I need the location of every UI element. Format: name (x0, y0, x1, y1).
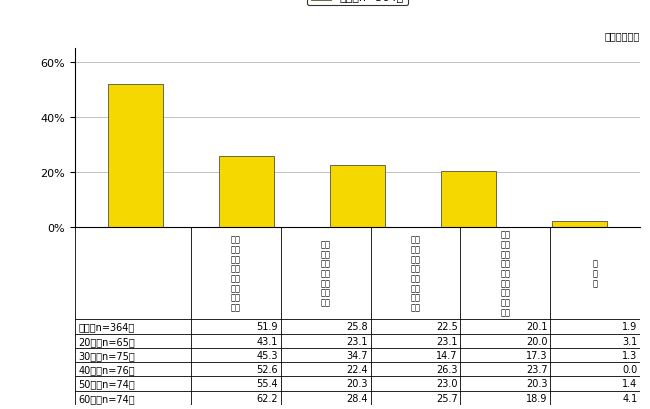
Text: 23.1: 23.1 (346, 336, 368, 346)
Text: 43.1: 43.1 (256, 336, 278, 346)
Text: 1.4: 1.4 (622, 379, 638, 389)
Text: 問こ
題の
で商
あ品
る特
　有
　の: 問こ 題の で商 あ品 る特 有 の (320, 240, 331, 307)
Text: 0.0: 0.0 (622, 364, 638, 374)
Text: 26.3: 26.3 (436, 364, 458, 374)
Text: 45.3: 45.3 (256, 350, 278, 360)
Text: 20代（n=65）: 20代（n=65） (78, 336, 135, 346)
Text: 3.1: 3.1 (622, 336, 638, 346)
Text: 20.3: 20.3 (346, 379, 368, 389)
Text: 52.6: 52.6 (256, 364, 278, 374)
Text: 14.7: 14.7 (436, 350, 458, 360)
Bar (441, 172, 496, 227)
Text: 1.3: 1.3 (622, 350, 638, 360)
Text: 22.4: 22.4 (346, 364, 368, 374)
Text: 20.1: 20.1 (526, 321, 547, 332)
Text: 55.4: 55.4 (256, 379, 278, 389)
Text: 4.1: 4.1 (622, 393, 638, 403)
Text: 23.7: 23.7 (526, 364, 547, 374)
Text: 適普
切通
にに
摄植
取物
が油
重を
要: 適普 切通 にに 摄植 取物 が油 重を 要 (410, 235, 421, 312)
Text: 25.8: 25.8 (346, 321, 368, 332)
Text: 20.0: 20.0 (526, 336, 547, 346)
Text: でト
きク
なホ
く食
な品
っを
た信
　頼: でト きク なホ く食 な品 っを た信 頼 (231, 235, 240, 312)
Text: 30代（n=75）: 30代（n=75） (78, 350, 135, 360)
Text: 28.4: 28.4 (346, 393, 368, 403)
Bar (108, 85, 163, 227)
Text: 60代（n=74）: 60代（n=74） (78, 393, 135, 403)
Bar (552, 222, 607, 227)
Bar (330, 165, 385, 227)
Legend: 全体（n=364）: 全体（n=364） (307, 0, 408, 6)
Text: 40代（n=76）: 40代（n=76） (78, 364, 135, 374)
Text: 全体（n=364）: 全体（n=364） (78, 321, 135, 332)
Text: 23.1: 23.1 (436, 336, 458, 346)
Text: 17.3: 17.3 (526, 350, 547, 360)
Text: （単位：％）: （単位：％） (605, 31, 640, 41)
Text: 23.0: 23.0 (436, 379, 458, 389)
Bar (219, 156, 274, 227)
Text: 18.9: 18.9 (526, 393, 547, 403)
Text: 34.7: 34.7 (346, 350, 368, 360)
Text: 無
回
答: 無 回 答 (593, 259, 598, 288)
Text: 1.9: 1.9 (622, 321, 638, 332)
Text: 25.7: 25.7 (436, 393, 458, 403)
Text: 22.5: 22.5 (436, 321, 458, 332)
Text: 50代（n=74）: 50代（n=74） (78, 379, 135, 389)
Text: 20.3: 20.3 (526, 379, 547, 389)
Text: 62.2: 62.2 (256, 393, 278, 403)
Text: の信
商頼
品あ
をる
利メ
用ー
すカ
るー
　｜: の信 商頼 品あ をる 利メ 用ー すカ るー ｜ (500, 230, 510, 317)
Text: 51.9: 51.9 (256, 321, 278, 332)
